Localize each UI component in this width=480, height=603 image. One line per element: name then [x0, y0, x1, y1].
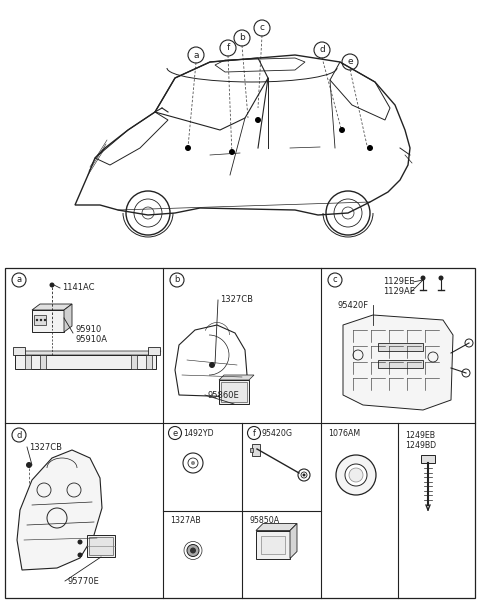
- Bar: [256, 531, 290, 558]
- Bar: [87, 535, 115, 557]
- Bar: [261, 535, 285, 554]
- Circle shape: [229, 149, 235, 155]
- Circle shape: [302, 473, 305, 476]
- Bar: [250, 448, 253, 452]
- Bar: [421, 455, 435, 463]
- Text: a: a: [193, 51, 199, 60]
- Circle shape: [185, 145, 191, 151]
- Circle shape: [349, 468, 363, 482]
- Bar: [252, 444, 260, 456]
- Text: a: a: [16, 276, 22, 285]
- Text: 95420G: 95420G: [262, 429, 293, 438]
- Circle shape: [420, 276, 425, 280]
- Circle shape: [439, 276, 444, 280]
- Text: b: b: [174, 276, 180, 285]
- Bar: [378, 343, 423, 351]
- Polygon shape: [290, 523, 297, 558]
- Bar: [219, 380, 249, 404]
- Circle shape: [26, 462, 32, 468]
- Text: e: e: [172, 429, 178, 438]
- Text: 1327AB: 1327AB: [170, 516, 201, 525]
- Text: 1076AM: 1076AM: [328, 429, 360, 438]
- Text: 95910: 95910: [75, 326, 101, 335]
- Bar: [89, 537, 113, 555]
- Circle shape: [339, 127, 345, 133]
- Bar: [34, 315, 46, 325]
- Bar: [148, 347, 160, 355]
- Text: 1492YD: 1492YD: [183, 429, 214, 438]
- Text: 1249EB: 1249EB: [405, 431, 435, 440]
- Circle shape: [44, 319, 46, 321]
- Text: 95420F: 95420F: [338, 300, 369, 309]
- Bar: [13, 347, 25, 355]
- Polygon shape: [219, 375, 254, 380]
- Circle shape: [77, 552, 83, 558]
- Circle shape: [345, 464, 367, 486]
- Circle shape: [209, 362, 215, 368]
- Bar: [378, 360, 423, 368]
- Text: f: f: [252, 429, 255, 438]
- Text: 1129AE: 1129AE: [383, 288, 415, 297]
- Text: c: c: [260, 24, 264, 33]
- Text: 95770E: 95770E: [67, 576, 99, 586]
- Bar: [131, 355, 137, 369]
- Text: 1249BD: 1249BD: [405, 441, 436, 449]
- Polygon shape: [256, 523, 297, 531]
- Circle shape: [49, 282, 55, 288]
- Polygon shape: [64, 304, 72, 332]
- Polygon shape: [17, 450, 102, 570]
- Circle shape: [255, 117, 261, 123]
- Text: 95910A: 95910A: [75, 335, 107, 344]
- Text: 1141AC: 1141AC: [62, 283, 95, 292]
- Text: 1327CB: 1327CB: [220, 295, 253, 305]
- Text: b: b: [239, 34, 245, 42]
- Polygon shape: [15, 351, 161, 355]
- Bar: [25, 355, 31, 369]
- Circle shape: [36, 319, 38, 321]
- Text: d: d: [319, 45, 325, 54]
- Bar: [40, 355, 46, 369]
- Circle shape: [336, 455, 376, 495]
- Circle shape: [40, 319, 42, 321]
- Text: 1129EE: 1129EE: [383, 277, 415, 286]
- Text: d: d: [16, 431, 22, 440]
- Bar: [15, 355, 156, 369]
- Circle shape: [190, 548, 196, 554]
- Bar: [32, 310, 64, 332]
- Text: 95850A: 95850A: [249, 516, 279, 525]
- Text: f: f: [227, 43, 229, 52]
- Circle shape: [187, 545, 199, 557]
- Bar: [221, 382, 247, 402]
- Polygon shape: [343, 315, 453, 410]
- Circle shape: [367, 145, 373, 151]
- Text: e: e: [347, 57, 353, 66]
- Bar: [146, 355, 152, 369]
- Text: 1327CB: 1327CB: [29, 443, 62, 452]
- Bar: [5, 268, 475, 598]
- Polygon shape: [32, 304, 72, 310]
- Circle shape: [191, 461, 195, 465]
- Text: 95860E: 95860E: [207, 391, 239, 400]
- Circle shape: [77, 540, 83, 545]
- Text: c: c: [333, 276, 337, 285]
